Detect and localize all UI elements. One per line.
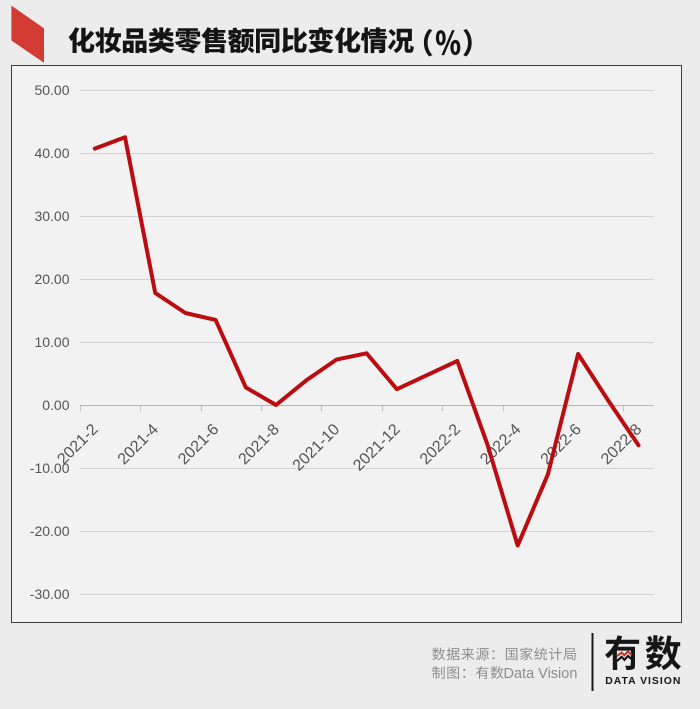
svg-text:DATA VISION: DATA VISION [605, 676, 681, 687]
svg-text:2021-2: 2021-2 [54, 421, 101, 468]
svg-text:Data Vision: Data Vision [504, 666, 578, 682]
svg-text:2021-6: 2021-6 [175, 421, 222, 468]
svg-text:2021-4: 2021-4 [115, 421, 162, 468]
svg-text:30.00: 30.00 [34, 208, 69, 224]
svg-text:40.00: 40.00 [34, 145, 69, 161]
svg-text:2021-12: 2021-12 [350, 421, 404, 475]
svg-text:0.00: 0.00 [42, 397, 69, 413]
svg-text:-20.00: -20.00 [30, 523, 70, 539]
svg-text:10.00: 10.00 [34, 334, 69, 350]
svg-text:-30.00: -30.00 [30, 586, 70, 602]
svg-text:-10.00: -10.00 [30, 460, 70, 476]
svg-text:2022-2: 2022-2 [417, 421, 464, 468]
svg-text:50.00: 50.00 [34, 82, 69, 98]
svg-text:2022-4: 2022-4 [477, 421, 524, 468]
svg-text:2021-10: 2021-10 [290, 421, 344, 475]
svg-text:2021-8: 2021-8 [236, 421, 283, 468]
svg-text:20.00: 20.00 [34, 271, 69, 287]
